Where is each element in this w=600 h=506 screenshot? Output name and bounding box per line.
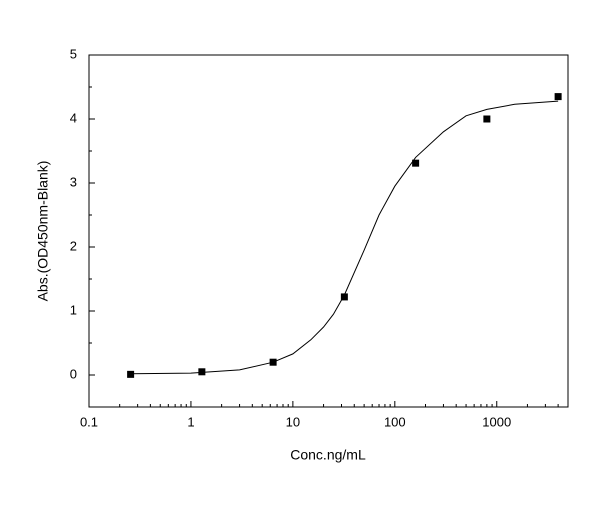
data-point [340,293,348,301]
y-tick-label: 0 [70,366,77,381]
y-tick-label: 1 [70,302,77,317]
y-tick-label: 4 [70,110,77,125]
x-tick-label: 1000 [482,414,511,429]
fit-curve [130,100,559,375]
y-axis-label: Abs.(OD450nm-Blank) [35,161,51,302]
data-point [483,115,491,123]
y-tick-label: 5 [70,46,77,61]
x-tick-label: 10 [286,414,300,429]
data-point [198,368,206,376]
x-tick-label: 0.1 [80,414,98,429]
x-tick-label: 1 [187,414,194,429]
data-point [554,93,562,101]
y-tick-label: 3 [70,174,77,189]
data-point [127,370,135,378]
x-tick-label: 100 [384,414,406,429]
x-axis-label: Conc.ng/mL [290,447,366,463]
plot-frame [88,54,569,408]
y-tick-label: 2 [70,238,77,253]
data-point [412,159,420,167]
data-point [269,358,277,366]
